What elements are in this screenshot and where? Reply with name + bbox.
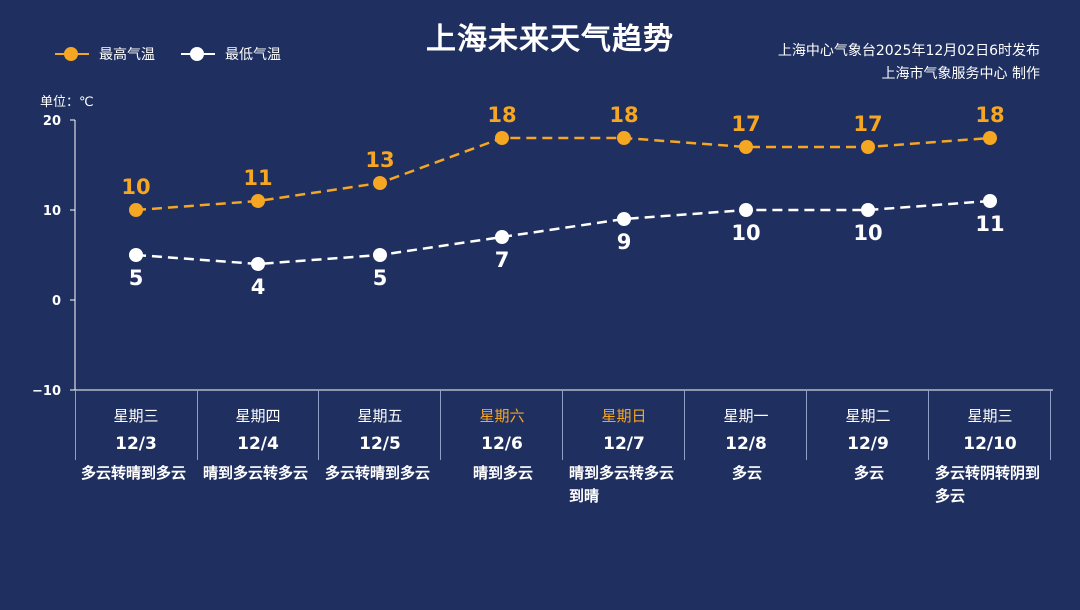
series-high-data-label: 11 <box>243 166 272 190</box>
series-high-point <box>251 194 265 208</box>
series-low-point <box>129 248 143 262</box>
source-info: 上海中心气象台2025年12月02日6时发布 上海市气象服务中心 制作 <box>778 40 1040 86</box>
series-low-data-label: 10 <box>853 221 882 245</box>
series-high-point <box>373 176 387 190</box>
series-low-data-label: 5 <box>373 266 388 290</box>
series-low-point <box>617 212 631 226</box>
series-high-point <box>739 140 753 154</box>
series-low-data-label: 11 <box>975 212 1004 236</box>
weekday-label: 星期日 <box>601 407 647 425</box>
y-tick-label: 0 <box>52 294 61 309</box>
chart-legend: 最高气温 最低气温 <box>55 44 307 64</box>
series-high-data-label: 10 <box>121 175 150 199</box>
table-column-divider <box>319 390 441 460</box>
date-label: 12/7 <box>603 434 645 454</box>
weekday-label: 星期三 <box>967 407 1013 425</box>
series-low-point <box>251 257 265 271</box>
series-high-data-label: 17 <box>731 112 760 136</box>
series-low-data-label: 9 <box>617 230 632 254</box>
y-tick-label: −10 <box>32 384 61 399</box>
series-low-data-label: 7 <box>495 248 510 272</box>
weather-description: 多云 <box>853 464 884 482</box>
table-column-divider <box>807 390 929 460</box>
series-low-data-label: 10 <box>731 221 760 245</box>
y-tick-label: 20 <box>43 114 61 129</box>
weather-description: 晴到多云 <box>472 464 533 482</box>
table-column-divider <box>75 390 198 460</box>
series-high-data-label: 17 <box>853 112 882 136</box>
table-column-divider <box>563 390 685 460</box>
legend-high-swatch <box>55 47 89 61</box>
legend-item-high: 最高气温 <box>55 44 155 64</box>
series-low-point <box>983 194 997 208</box>
date-label: 12/8 <box>725 434 767 454</box>
unit-label: 单位：℃ <box>40 95 94 110</box>
weather-description: 晴到多云转多云 <box>203 464 309 482</box>
weekday-label: 星期五 <box>357 407 403 425</box>
series-high-point <box>983 131 997 145</box>
date-label: 12/10 <box>963 434 1017 454</box>
source-line-2: 上海市气象服务中心 制作 <box>881 66 1040 82</box>
table-column-divider <box>441 390 563 460</box>
date-label: 12/4 <box>237 434 279 454</box>
legend-item-low: 最低气温 <box>181 44 281 64</box>
series-low-point <box>739 203 753 217</box>
series-high-point <box>495 131 509 145</box>
date-label: 12/9 <box>847 434 889 454</box>
weekday-label: 星期四 <box>235 407 281 425</box>
series-low-point <box>495 230 509 244</box>
series-high-data-label: 18 <box>609 103 638 127</box>
weekday-label: 星期三 <box>113 407 159 425</box>
series-high-point <box>617 131 631 145</box>
table-column-divider <box>197 390 319 460</box>
page-title: 上海未来天气趋势 <box>426 22 674 57</box>
weekday-label: 星期一 <box>723 407 769 425</box>
table-column-divider <box>685 390 807 460</box>
weekday-label: 星期六 <box>479 407 525 425</box>
series-high-point <box>861 140 875 154</box>
weekday-label: 星期二 <box>845 407 891 425</box>
weather-description: 多云转晴到多云 <box>325 464 431 482</box>
legend-low-label: 最低气温 <box>225 47 281 63</box>
weather-description: 多云转阴转阴到多云 <box>935 464 1041 505</box>
legend-high-label: 最高气温 <box>99 47 155 63</box>
series-high-line <box>135 136 991 212</box>
series-low-data-label: 4 <box>251 275 266 299</box>
series-low-point <box>373 248 387 262</box>
series-high-data-label: 18 <box>487 103 516 127</box>
date-label: 12/5 <box>359 434 401 454</box>
table-column-divider <box>929 390 1051 460</box>
weather-description: 多云转晴到多云 <box>81 464 187 482</box>
series-low-data-label: 5 <box>129 266 144 290</box>
source-line-1: 上海中心气象台2025年12月02日6时发布 <box>777 43 1040 59</box>
date-label: 12/3 <box>115 434 157 454</box>
legend-low-swatch <box>181 47 215 61</box>
series-low-point <box>861 203 875 217</box>
weather-description: 多云 <box>731 464 762 482</box>
y-tick-label: 10 <box>43 204 61 219</box>
series-high-data-label: 13 <box>365 148 394 172</box>
weather-description: 晴到多云转多云到晴 <box>569 464 675 505</box>
series-high-data-label: 18 <box>975 103 1004 127</box>
series-high-point <box>129 203 143 217</box>
date-label: 12/6 <box>481 434 523 454</box>
